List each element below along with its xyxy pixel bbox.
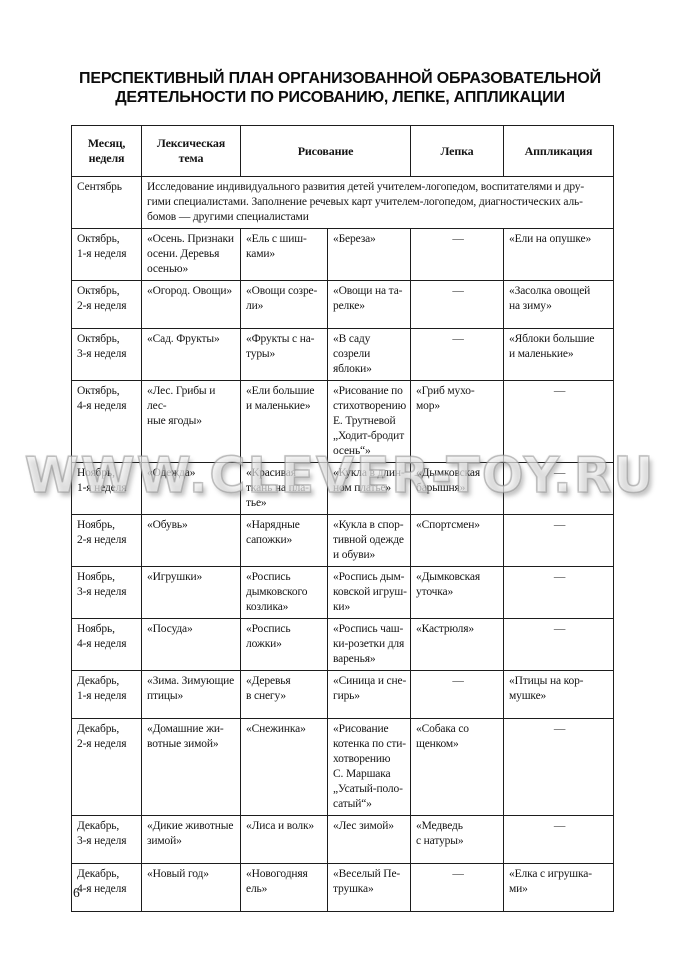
applique-cell: «Птицы на кор- мушке» [503, 670, 614, 719]
drawing-cell-1: «Ели большие и маленькие» [240, 380, 328, 463]
drawing-cell-1: «Овощи созре- ли» [240, 280, 328, 329]
table-row: Ноябрь, 4-я неделя «Посуда» «Роспись ложки… [71, 618, 614, 671]
modeling-cell: «Дымковская уточка» [410, 566, 504, 619]
modeling-cell: «Спортсмен» [410, 514, 504, 567]
modeling-cell: — [410, 670, 504, 719]
drawing-cell-2: «Роспись чаш- ки-розетки для варенья» [327, 618, 411, 671]
applique-cell: — [503, 718, 614, 816]
table-row: Октябрь, 2-я неделя «Огород. Овощи» «Овощи… [71, 280, 614, 329]
lexical-theme-cell: «Обувь» [141, 514, 241, 567]
lexical-theme-cell: «Посуда» [141, 618, 241, 671]
drawing-cell-2: «Лес зимой» [327, 815, 411, 864]
drawing-cell-1: «Лиса и волк» [240, 815, 328, 864]
modeling-cell: — [410, 863, 504, 912]
applique-cell: «Засолка овощей на зиму» [503, 280, 614, 329]
month-week-cell: Ноябрь, 3-я неделя [71, 566, 142, 619]
drawing-cell-2: «Веселый Пе- трушка» [327, 863, 411, 912]
modeling-cell: «Дымковская барышня» [410, 462, 504, 515]
table-row: Сентябрь Исследование индивидуального раз… [71, 176, 614, 229]
table-row: Ноябрь, 2-я неделя «Обувь» «Нарядные сапож… [71, 514, 614, 567]
page-title-line2: ДЕЯТЕЛЬНОСТИ ПО РИСОВАНИЮ, ЛЕПКЕ, АППЛИК… [115, 89, 565, 106]
modeling-cell: «Гриб мухо- мор» [410, 380, 504, 463]
applique-cell: — [503, 618, 614, 671]
drawing-cell-2: «Кукла в длин- ном платье» [327, 462, 411, 515]
modeling-cell: «Медведь с натуры» [410, 815, 504, 864]
header-drawing: Рисование [240, 125, 411, 177]
drawing-cell-2: «Рисование котенка по сти- хотворению С.… [327, 718, 411, 816]
drawing-cell-1: «Ель с шиш- ками» [240, 228, 328, 281]
drawing-cell-1: «Снежинка» [240, 718, 328, 816]
modeling-cell: «Кастрюля» [410, 618, 504, 671]
drawing-cell-1: «Деревья в снегу» [240, 670, 328, 719]
drawing-cell-1: «Новогодняя ель» [240, 863, 328, 912]
table-row: Октябрь, 4-я неделя «Лес. Грибы и лес- ны… [71, 380, 614, 463]
month-week-cell: Сентябрь [71, 176, 142, 229]
lexical-theme-cell: «Домашние жи- вотные зимой» [141, 718, 241, 816]
header-modeling: Лепка [410, 125, 504, 177]
page-title-line1: ПЕРСПЕКТИВНЫЙ ПЛАН ОРГАНИЗОВАННОЙ ОБРАЗО… [79, 70, 601, 87]
drawing-cell-1: «Роспись дымковского козлика» [240, 566, 328, 619]
applique-cell: «Яблоки большие и маленькие» [503, 328, 614, 381]
applique-cell: — [503, 462, 614, 515]
modeling-cell: — [410, 228, 504, 281]
lexical-theme-cell: «Зима. Зимующие птицы» [141, 670, 241, 719]
table-row: Октябрь, 1-я неделя «Осень. Признаки осен… [71, 228, 614, 281]
drawing-cell-1: «Красивая ткань на пла- тье» [240, 462, 328, 515]
drawing-cell-2: «Овощи на та- релке» [327, 280, 411, 329]
lesson-plan-table: Месяц, неделя Лексическая тема Рисование… [71, 125, 614, 912]
month-week-cell: Ноябрь, 4-я неделя [71, 618, 142, 671]
applique-cell: «Ели на опушке» [503, 228, 614, 281]
month-week-cell: Декабрь, 1-я неделя [71, 670, 142, 719]
lexical-theme-cell: «Новый год» [141, 863, 241, 912]
lexical-theme-cell: «Сад. Фрукты» [141, 328, 241, 381]
drawing-cell-2: «Береза» [327, 228, 411, 281]
lexical-theme-cell: «Дикие животные зимой» [141, 815, 241, 864]
table-row: Декабрь, 2-я неделя «Домашние жи- вотные … [71, 718, 614, 816]
month-week-cell: Октябрь, 4-я неделя [71, 380, 142, 463]
drawing-cell-1: «Роспись ложки» [240, 618, 328, 671]
applique-cell: — [503, 514, 614, 567]
september-diagnostics-cell: Исследование индивидуального развития де… [141, 176, 614, 229]
month-week-cell: Ноябрь, 2-я неделя [71, 514, 142, 567]
lexical-theme-cell: «Лес. Грибы и лес- ные ягоды» [141, 380, 241, 463]
month-week-cell: Октябрь, 2-я неделя [71, 280, 142, 329]
month-week-cell: Октябрь, 3-я неделя [71, 328, 142, 381]
lexical-theme-cell: «Игрушки» [141, 566, 241, 619]
applique-cell: — [503, 380, 614, 463]
modeling-cell: «Собака со щенком» [410, 718, 504, 816]
table-row: Декабрь, 1-я неделя «Зима. Зимующие птицы… [71, 670, 614, 719]
table-row: Ноябрь, 3-я неделя «Игрушки» «Роспись дымк… [71, 566, 614, 619]
drawing-cell-2: «Кукла в спор- тивной одежде и обуви» [327, 514, 411, 567]
drawing-cell-1: «Фрукты с на- туры» [240, 328, 328, 381]
lexical-theme-cell: «Огород. Овощи» [141, 280, 241, 329]
drawing-cell-2: «Рисование по стихотворению Е. Трутневой… [327, 380, 411, 463]
modeling-cell: — [410, 280, 504, 329]
header-month-week: Месяц, неделя [71, 125, 142, 177]
month-week-cell: Декабрь, 2-я неделя [71, 718, 142, 816]
table-row: Декабрь, 4-я неделя «Новый год» «Новогодня… [71, 863, 614, 912]
drawing-cell-2: «В саду созрели яблоки» [327, 328, 411, 381]
page-title: ПЕРСПЕКТИВНЫЙ ПЛАН ОРГАНИЗОВАННОЙ ОБРАЗО… [0, 69, 680, 107]
drawing-cell-1: «Нарядные сапожки» [240, 514, 328, 567]
drawing-cell-2: «Роспись дым- ковской игруш- ки» [327, 566, 411, 619]
modeling-cell: — [410, 328, 504, 381]
drawing-cell-2: «Синица и сне- гирь» [327, 670, 411, 719]
table-row: Ноябрь, 1-я неделя «Одежда» «Красивая ткан… [71, 462, 614, 515]
page-number: 6 [73, 885, 80, 900]
lexical-theme-cell: «Одежда» [141, 462, 241, 515]
applique-cell: «Елка с игрушка- ми» [503, 863, 614, 912]
applique-cell: — [503, 815, 614, 864]
table-row: Октябрь, 3-я неделя «Сад. Фрукты» «Фрукты … [71, 328, 614, 381]
lexical-theme-cell: «Осень. Признаки осени. Деревья осенью» [141, 228, 241, 281]
month-week-cell: Декабрь, 4-я неделя [71, 863, 142, 912]
table-row: Декабрь, 3-я неделя «Дикие животные зимой… [71, 815, 614, 864]
month-week-cell: Декабрь, 3-я неделя [71, 815, 142, 864]
header-applique: Аппликация [503, 125, 614, 177]
applique-cell: — [503, 566, 614, 619]
month-week-cell: Ноябрь, 1-я неделя [71, 462, 142, 515]
header-lexical-theme: Лексическая тема [141, 125, 241, 177]
table-header-row: Месяц, неделя Лексическая тема Рисование… [71, 125, 614, 177]
month-week-cell: Октябрь, 1-я неделя [71, 228, 142, 281]
